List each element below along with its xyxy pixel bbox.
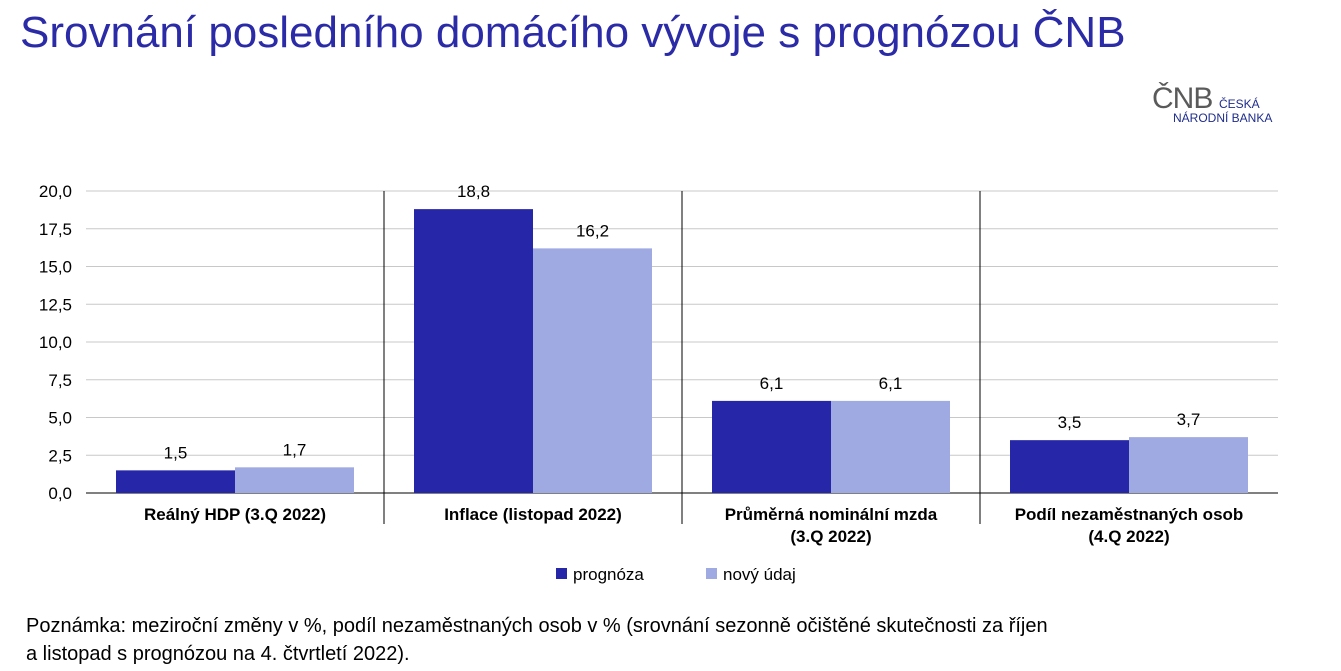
y-tick-label: 7,5 <box>48 371 72 390</box>
logo-text-line1: ČESKÁ <box>1219 97 1260 111</box>
y-tick-label: 5,0 <box>48 409 72 428</box>
y-tick-label: 17,5 <box>39 220 72 239</box>
legend-label-prognoza: prognóza <box>573 565 644 584</box>
y-tick-label: 15,0 <box>39 258 72 277</box>
legend-swatch-novy-udaj <box>706 568 717 579</box>
y-tick-label: 12,5 <box>39 295 72 314</box>
data-label: 18,8 <box>457 182 490 201</box>
data-label: 16,2 <box>576 221 609 240</box>
logo-mark: ČNB <box>1152 82 1213 115</box>
logo-text-line2: NÁRODNÍ BANKA <box>1173 111 1273 125</box>
bar-prognoza <box>712 400 831 493</box>
data-label: 1,7 <box>283 440 307 459</box>
y-tick-label: 10,0 <box>39 333 72 352</box>
data-label: 3,7 <box>1177 410 1201 429</box>
category-label: (3.Q 2022) <box>790 527 871 546</box>
bar-novy-udaj <box>533 248 652 493</box>
category-label: Podíl nezaměstnaných osob <box>1015 505 1244 524</box>
footnote: Poznámka: meziroční změny v %, podíl nez… <box>26 612 1048 668</box>
category-label: Inflace (listopad 2022) <box>444 505 622 524</box>
data-label: 3,5 <box>1058 413 1082 432</box>
data-label: 6,1 <box>760 374 784 393</box>
legend-swatch-prognoza <box>556 568 567 579</box>
footnote-line1: Poznámka: meziroční změny v %, podíl nez… <box>26 615 1048 637</box>
bar-novy-udaj <box>831 400 950 493</box>
legend-label-novy-udaj: nový údaj <box>723 565 796 584</box>
footnote-line2: a listopad s prognózou na 4. čtvrtletí 2… <box>26 643 410 665</box>
page-title: Srovnání posledního domácího vývoje s pr… <box>20 8 1126 57</box>
bar-prognoza <box>116 470 235 493</box>
data-label: 1,5 <box>164 443 188 462</box>
y-tick-label: 20,0 <box>39 182 72 201</box>
category-label: (4.Q 2022) <box>1088 527 1169 546</box>
data-label: 6,1 <box>879 374 903 393</box>
bar-prognoza <box>1010 440 1129 493</box>
y-tick-label: 2,5 <box>48 446 72 465</box>
bar-chart: 0,0 2,5 5,0 7,5 10,0 12,5 15,0 17,5 20,0 1,5 1,7 Re… <box>39 182 1278 584</box>
bar-novy-udaj <box>235 467 354 493</box>
cnb-logo: ČNB ČESKÁ NÁRODNÍ BANKA <box>1152 82 1292 128</box>
category-label: Průměrná nominální mzda <box>725 505 938 524</box>
y-tick-label: 0,0 <box>48 484 72 503</box>
bar-novy-udaj <box>1129 437 1248 493</box>
bar-prognoza <box>414 209 533 493</box>
category-label: Reálný HDP (3.Q 2022) <box>144 505 326 524</box>
